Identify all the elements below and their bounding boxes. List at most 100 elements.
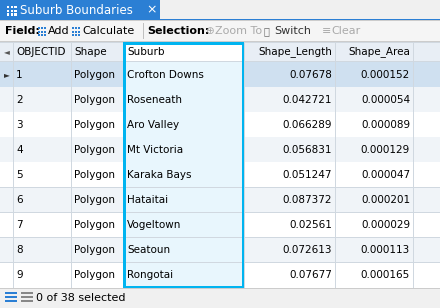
- Text: 8: 8: [16, 245, 22, 255]
- Text: Polygon: Polygon: [74, 70, 115, 79]
- Bar: [0, 137, 440, 162]
- Bar: [0, 263, 440, 288]
- Text: Shape_Area: Shape_Area: [348, 47, 410, 58]
- Text: 0.07677: 0.07677: [289, 270, 332, 281]
- Bar: [0, 237, 440, 238]
- Bar: [0, 42, 440, 62]
- Text: Field:: Field:: [5, 26, 40, 36]
- Bar: [0, 262, 440, 263]
- Text: Polygon: Polygon: [74, 270, 115, 281]
- Text: Shape_Length: Shape_Length: [258, 47, 332, 58]
- Bar: [123, 87, 244, 112]
- Bar: [123, 112, 244, 137]
- Text: Seatoun: Seatoun: [127, 245, 170, 255]
- Text: Vogeltown: Vogeltown: [127, 220, 181, 230]
- Text: 0.072613: 0.072613: [282, 245, 332, 255]
- Bar: [15, 6, 17, 8]
- Bar: [122, 42, 124, 288]
- Bar: [0, 213, 440, 238]
- Bar: [44, 27, 46, 29]
- Bar: [21, 292, 33, 294]
- Bar: [0, 41, 440, 42]
- Bar: [5, 300, 17, 302]
- Bar: [11, 6, 13, 8]
- Bar: [0, 287, 440, 288]
- Text: 0.042721: 0.042721: [282, 95, 332, 105]
- Text: 0.066289: 0.066289: [282, 120, 332, 130]
- Bar: [44, 34, 46, 36]
- Text: 9: 9: [16, 270, 22, 281]
- Text: 2: 2: [16, 95, 22, 105]
- Text: Shape: Shape: [74, 47, 106, 57]
- Text: ◄: ◄: [4, 47, 9, 56]
- Text: ⊕: ⊕: [205, 26, 214, 36]
- Bar: [11, 13, 13, 15]
- Text: Karaka Bays: Karaka Bays: [127, 170, 191, 180]
- Text: Polygon: Polygon: [74, 245, 115, 255]
- Text: 0.056831: 0.056831: [282, 145, 332, 155]
- Bar: [38, 34, 40, 36]
- Text: Crofton Downs: Crofton Downs: [127, 70, 204, 79]
- Bar: [38, 30, 40, 33]
- Text: 0.051247: 0.051247: [282, 170, 332, 180]
- Bar: [0, 18, 440, 20]
- Bar: [15, 13, 17, 15]
- Bar: [21, 296, 33, 298]
- Bar: [75, 27, 77, 29]
- Bar: [0, 62, 440, 87]
- Bar: [123, 137, 244, 162]
- Bar: [78, 34, 81, 36]
- Bar: [41, 34, 43, 36]
- Bar: [0, 288, 440, 308]
- Bar: [123, 286, 244, 288]
- Text: 🔄: 🔄: [264, 26, 270, 36]
- Text: 0.000029: 0.000029: [361, 220, 410, 230]
- Bar: [0, 20, 440, 42]
- Text: Selection:: Selection:: [147, 26, 209, 36]
- Bar: [5, 292, 17, 294]
- Bar: [0, 20, 440, 21]
- Text: 3: 3: [16, 120, 22, 130]
- Text: 0.000113: 0.000113: [361, 245, 410, 255]
- Text: Polygon: Polygon: [74, 145, 115, 155]
- Text: Switch: Switch: [274, 26, 311, 36]
- Text: 5: 5: [16, 170, 22, 180]
- Text: Suburb Boundaries: Suburb Boundaries: [20, 3, 133, 17]
- Text: 0.000201: 0.000201: [361, 195, 410, 205]
- Bar: [123, 42, 244, 62]
- Bar: [70, 42, 71, 288]
- Bar: [123, 42, 125, 288]
- Text: 0.02561: 0.02561: [289, 220, 332, 230]
- Bar: [78, 27, 81, 29]
- Text: 0.000129: 0.000129: [361, 145, 410, 155]
- Bar: [78, 30, 81, 33]
- Bar: [0, 87, 440, 112]
- Text: 4: 4: [16, 145, 22, 155]
- Text: Clear: Clear: [331, 26, 360, 36]
- Bar: [0, 42, 440, 43]
- Text: 6: 6: [16, 195, 22, 205]
- Bar: [123, 188, 244, 213]
- Text: Polygon: Polygon: [74, 120, 115, 130]
- Text: Roseneath: Roseneath: [127, 95, 182, 105]
- Bar: [0, 0, 160, 20]
- Bar: [7, 13, 9, 15]
- Bar: [334, 42, 335, 288]
- Bar: [0, 162, 440, 188]
- Bar: [72, 34, 74, 36]
- Text: Polygon: Polygon: [74, 220, 115, 230]
- Text: 0.000047: 0.000047: [361, 170, 410, 180]
- Bar: [123, 263, 244, 288]
- Text: ≡: ≡: [322, 26, 331, 36]
- Bar: [75, 30, 77, 33]
- Bar: [72, 27, 74, 29]
- Text: 0.07678: 0.07678: [289, 70, 332, 79]
- Text: Polygon: Polygon: [74, 95, 115, 105]
- Bar: [123, 162, 244, 188]
- Bar: [41, 27, 43, 29]
- Text: 0.000054: 0.000054: [361, 95, 410, 105]
- Bar: [243, 42, 245, 288]
- Bar: [123, 213, 244, 238]
- Bar: [15, 10, 17, 12]
- Bar: [123, 238, 244, 263]
